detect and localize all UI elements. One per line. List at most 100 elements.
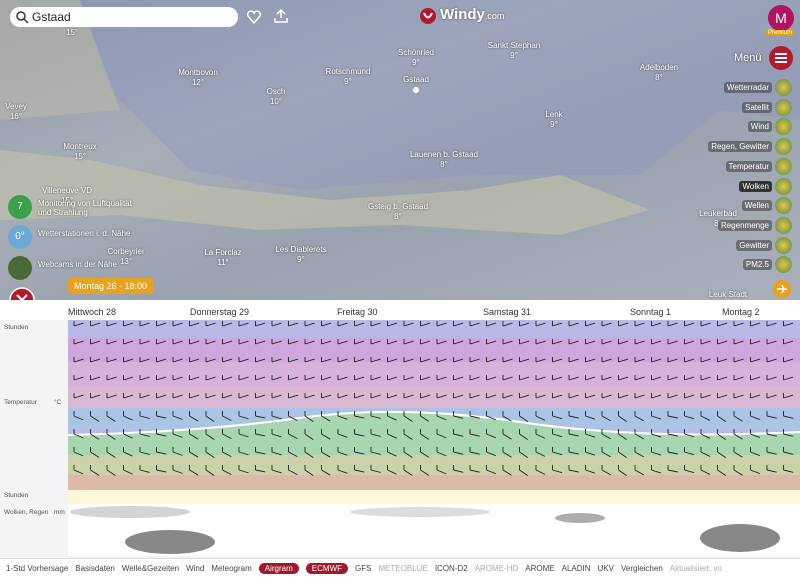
model-item[interactable]: ICON-D2 xyxy=(434,563,468,573)
layer-icon[interactable] xyxy=(775,98,792,116)
widget-text[interactable]: Wetterstationen i. d. Nähe xyxy=(38,229,131,238)
wind-barb xyxy=(106,411,116,422)
layer-icon[interactable] xyxy=(775,236,792,254)
wind-barb xyxy=(783,465,794,473)
map[interactable]: Vevey 16° Montreux 15° Villeneuve VD 15° Montb… xyxy=(0,0,800,300)
layer-label[interactable]: PM2.5 xyxy=(742,259,772,271)
wind-barb xyxy=(486,375,497,381)
layer-icon[interactable] xyxy=(775,157,792,175)
wind-barb xyxy=(73,321,84,327)
layer-label[interactable]: Wolken xyxy=(739,180,772,192)
place-label: Villeneuve VD 15° xyxy=(42,186,92,206)
wind-barb xyxy=(205,447,215,459)
plane-icon[interactable] xyxy=(773,280,791,298)
widget-icon[interactable]: 7 xyxy=(8,195,32,219)
wind-barb xyxy=(667,375,678,381)
wind-barb xyxy=(601,465,611,476)
label: Temperatur xyxy=(4,399,37,406)
wind-barb xyxy=(420,357,431,363)
wind-barb xyxy=(370,429,381,437)
layer-icon[interactable] xyxy=(775,216,792,234)
wind-barb xyxy=(387,393,398,399)
wind-barb xyxy=(502,411,512,422)
wind-barb xyxy=(321,375,332,381)
layer-icon[interactable] xyxy=(775,138,792,156)
layer-label[interactable]: Satellit xyxy=(741,101,772,113)
wind-barb xyxy=(717,429,727,440)
layer-label[interactable]: Gewitter xyxy=(736,239,772,251)
layer-icon[interactable] xyxy=(775,256,792,274)
wind-barb xyxy=(469,411,480,419)
wind-barb xyxy=(321,393,332,399)
wind-barb xyxy=(139,411,150,419)
wind-barb xyxy=(535,411,546,421)
layer-label[interactable]: Regenmenge xyxy=(717,219,772,231)
wind-barb xyxy=(354,339,365,345)
widget-text[interactable]: Monitoring von Luftqualität und Strahlun… xyxy=(38,199,132,217)
layer-icon[interactable] xyxy=(775,177,792,195)
day-label: Donnerstag 29 xyxy=(190,307,250,317)
toolbar-item[interactable]: Airgram xyxy=(258,562,299,574)
wind-barb xyxy=(601,447,611,458)
wind-barb xyxy=(634,429,644,440)
wind-barb xyxy=(106,339,117,345)
model-item[interactable]: ECMWF xyxy=(305,562,349,574)
layer-icon[interactable] xyxy=(775,118,792,136)
model-item[interactable]: UKV xyxy=(597,563,614,573)
wind-barb xyxy=(172,411,183,420)
wind-barb xyxy=(750,465,760,475)
share-icon[interactable] xyxy=(273,8,289,24)
layer-label[interactable]: Wellen xyxy=(741,200,772,212)
layer-label[interactable]: Wetterradar xyxy=(723,82,772,93)
toolbar-item[interactable]: Wind xyxy=(186,563,205,573)
wind-barb xyxy=(436,393,447,399)
model-item[interactable]: AROME-HD xyxy=(474,563,519,573)
layer-label[interactable]: Regen, Gewitter xyxy=(708,141,772,153)
menu-label[interactable]: Menü xyxy=(734,52,762,64)
model-item[interactable]: METEOBLUE xyxy=(378,563,428,573)
toolbar-item[interactable]: Meteogram xyxy=(211,563,252,573)
wind-barb xyxy=(222,465,232,476)
timestamp[interactable]: Montag 26 - 18:00 xyxy=(68,278,154,294)
wind-barb xyxy=(123,465,133,475)
model-item[interactable]: GFS xyxy=(355,563,372,573)
wind-barb xyxy=(370,357,381,363)
model-item[interactable]: AROME xyxy=(525,563,555,573)
compare[interactable]: Vergleichen xyxy=(620,563,663,573)
wind-barb xyxy=(667,465,678,473)
hours-row xyxy=(68,490,800,504)
wind-barb xyxy=(73,447,84,457)
favorite-icon[interactable] xyxy=(246,9,262,25)
place-name: Gsteig b. Gstaad xyxy=(367,202,429,211)
wind-barb xyxy=(684,339,695,345)
wind-barb xyxy=(651,447,662,456)
avatar[interactable]: M xyxy=(768,5,794,31)
wind-barb xyxy=(651,339,662,345)
search-box[interactable]: Gstaad xyxy=(10,7,238,27)
place-name: Schönried xyxy=(397,48,435,57)
widget-icon[interactable] xyxy=(8,256,32,280)
place-label: Lenk 9° xyxy=(545,110,562,130)
model-item[interactable]: ALADIN xyxy=(561,563,591,573)
wind-barb xyxy=(733,465,743,476)
wind-barb xyxy=(238,429,249,438)
widget-text[interactable]: Webcams in der Nähe xyxy=(38,260,117,269)
layer-label[interactable]: Temperatur xyxy=(725,160,772,172)
layer-label[interactable]: Wind xyxy=(747,121,772,133)
close-button[interactable] xyxy=(9,287,35,300)
wind-barb xyxy=(73,429,84,439)
widget-icon[interactable]: 0° xyxy=(8,225,32,249)
toolbar-item[interactable]: Basisdaten xyxy=(75,563,115,573)
wind-barb xyxy=(783,447,794,455)
wind-barb xyxy=(453,411,464,419)
wind-barb xyxy=(90,375,101,381)
toolbar-item[interactable]: 1-Std Vorhersage xyxy=(6,563,69,573)
wind-barb xyxy=(255,339,266,345)
menu-button[interactable] xyxy=(769,46,793,70)
wind-barb xyxy=(469,447,480,455)
toolbar-item[interactable]: Welle&Gezeiten xyxy=(121,563,180,573)
wind-barb xyxy=(139,321,150,327)
layer-icon[interactable] xyxy=(775,197,792,215)
wind-barb xyxy=(222,321,233,327)
layer-icon[interactable] xyxy=(775,79,792,96)
